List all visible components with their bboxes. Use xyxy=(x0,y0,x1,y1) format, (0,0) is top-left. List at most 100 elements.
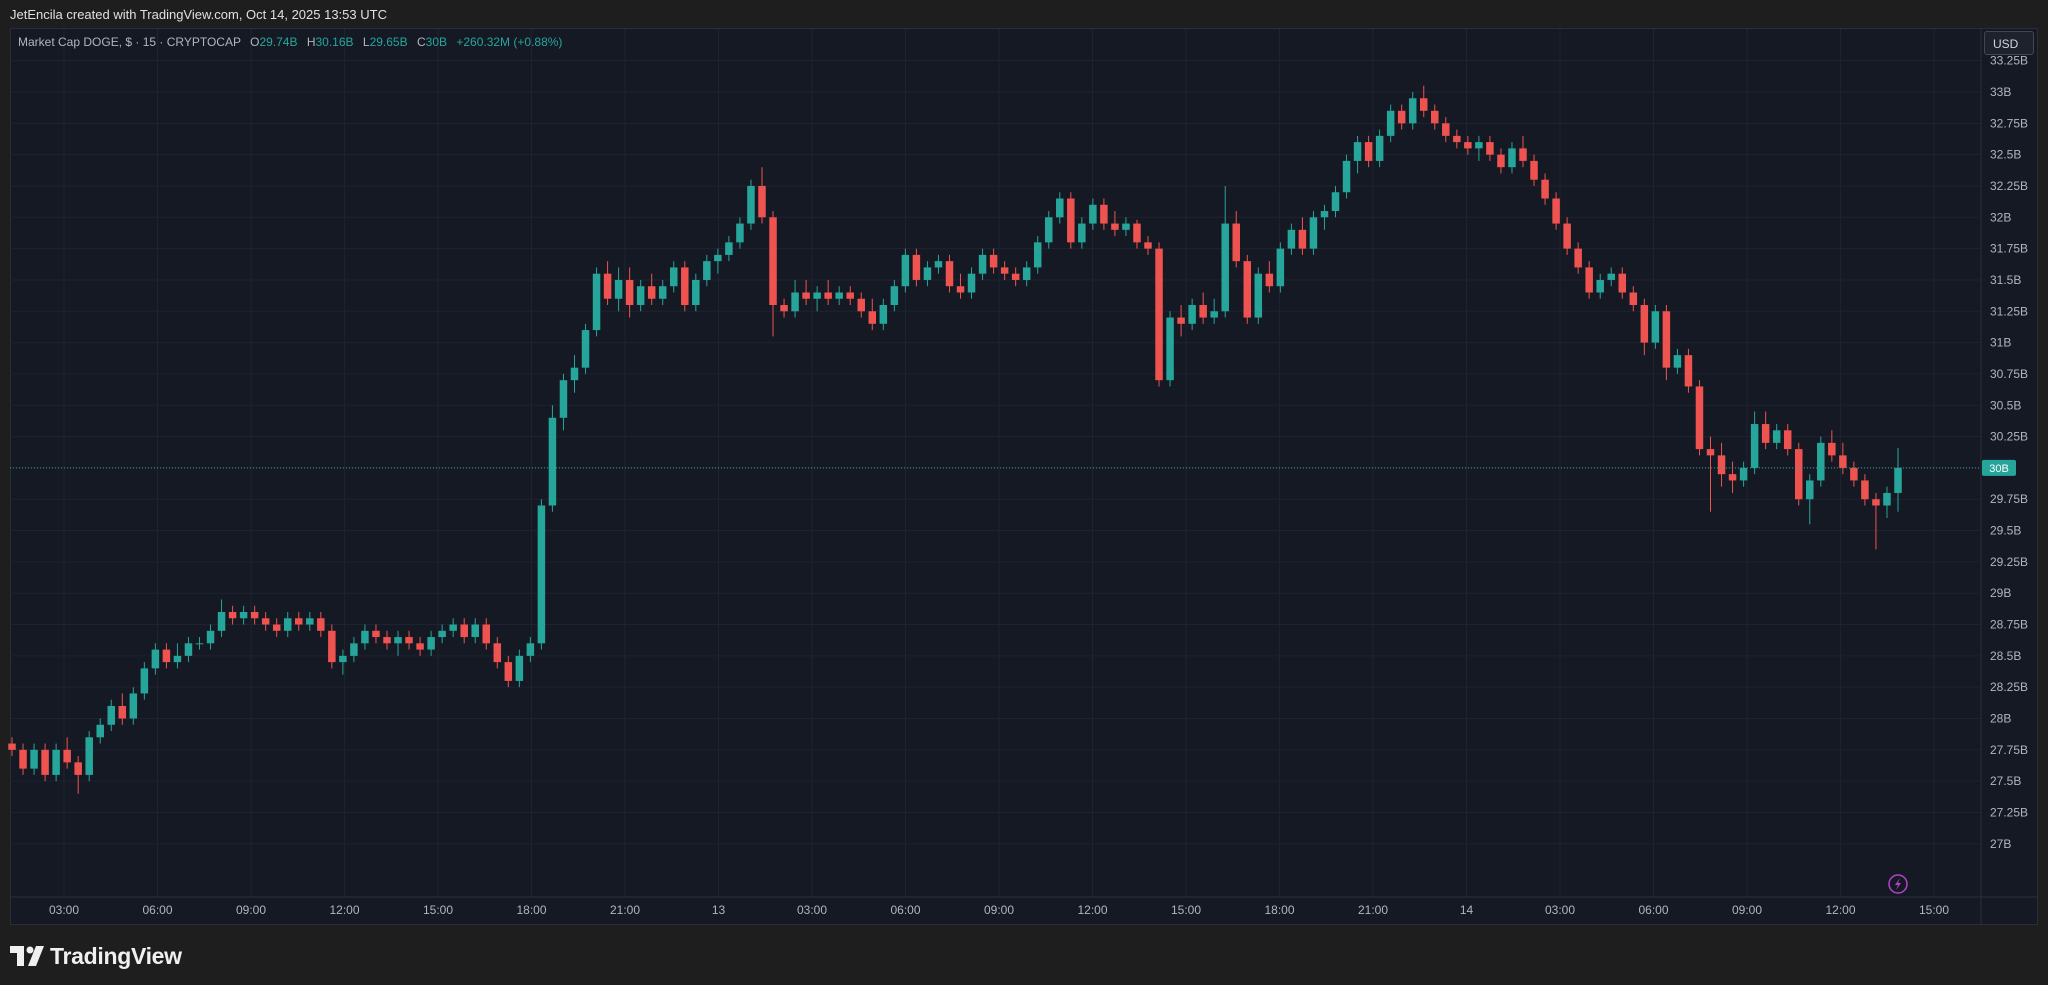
legend-close-label: C xyxy=(416,35,426,49)
x-tick-label: 06:00 xyxy=(142,903,172,917)
x-tick-label: 12:00 xyxy=(329,903,359,917)
lightning-icon[interactable] xyxy=(1888,874,1908,894)
candle-body xyxy=(1794,449,1803,500)
candle-body xyxy=(41,749,49,775)
candle-body xyxy=(140,668,149,694)
candle-body xyxy=(1464,142,1472,149)
candle-body xyxy=(1397,110,1406,124)
candle-body xyxy=(1188,305,1196,324)
x-tick-label: 18:00 xyxy=(516,903,546,917)
candle-body xyxy=(504,662,513,681)
candle-body xyxy=(824,292,832,299)
candle-body xyxy=(658,286,667,299)
candle-body xyxy=(1640,305,1649,343)
x-tick-label: 06:00 xyxy=(1638,903,1668,917)
candle-body xyxy=(934,261,943,268)
candle-body xyxy=(813,292,821,299)
candle-body xyxy=(1552,198,1560,224)
candle-body xyxy=(471,624,479,638)
candle-body xyxy=(1177,317,1185,324)
last-price-tag xyxy=(1982,459,2016,476)
candle-body xyxy=(1883,492,1891,506)
candle-body xyxy=(1739,467,1748,481)
candle-body xyxy=(206,630,215,644)
candle-body xyxy=(923,267,932,280)
candle-body xyxy=(1497,154,1505,168)
candle-body xyxy=(1695,386,1704,450)
currency-button[interactable]: USD xyxy=(1984,31,2034,55)
legend-low-label: L xyxy=(362,35,370,49)
candle-body xyxy=(1375,135,1384,161)
x-tick-label: 03:00 xyxy=(797,903,827,917)
candle-body xyxy=(228,611,237,619)
candle-body xyxy=(592,273,601,331)
candle-body xyxy=(614,279,623,299)
candle-body xyxy=(1022,267,1031,280)
chart-area[interactable] xyxy=(10,28,2038,925)
candle-body xyxy=(339,655,347,663)
candle-body xyxy=(1089,204,1097,224)
y-tick-label: 32B xyxy=(1990,210,2011,224)
candle-body xyxy=(1541,179,1549,199)
candle-body xyxy=(239,611,248,619)
y-tick-label: 33.25B xyxy=(1990,54,2028,68)
candle-body xyxy=(736,223,744,243)
candle-body xyxy=(625,279,634,306)
candle-body xyxy=(173,655,182,663)
candle-body xyxy=(548,417,557,506)
candle-body xyxy=(449,624,457,631)
candle-body xyxy=(1353,142,1362,161)
candle-body xyxy=(1408,98,1417,124)
y-tick-label: 29.25B xyxy=(1990,555,2028,569)
candle-body xyxy=(581,330,590,368)
last-price-label: 30B xyxy=(1989,463,2009,475)
y-tick-label: 30.5B xyxy=(1990,398,2021,412)
candle-body xyxy=(63,749,71,763)
candle-body xyxy=(1585,267,1593,293)
x-tick-label: 09:00 xyxy=(236,903,266,917)
candle-body xyxy=(1067,198,1075,243)
candle-body xyxy=(636,286,645,306)
x-tick-label: 15:00 xyxy=(1171,903,1201,917)
candle-body xyxy=(1144,242,1152,249)
candle-body xyxy=(328,630,336,663)
candle-body xyxy=(956,286,965,293)
candle-body xyxy=(1806,480,1814,500)
candle-body xyxy=(1320,211,1329,218)
candle-body xyxy=(1453,135,1461,143)
candle-body xyxy=(1287,229,1296,249)
candle-body xyxy=(1011,273,1020,280)
y-tick-label: 28.5B xyxy=(1990,649,2021,663)
candle-body xyxy=(52,749,60,775)
legend-high-label: H xyxy=(306,35,316,49)
legend-symbol: Market Cap DOGE, $ · 15 · CRYPTOCAP xyxy=(18,35,241,49)
candle-body xyxy=(1684,355,1693,387)
candle-body xyxy=(868,311,877,324)
candle-body xyxy=(1750,424,1759,468)
candle-body xyxy=(537,505,546,644)
candle-body xyxy=(1563,223,1571,249)
legend-high-value: 30.16B xyxy=(315,35,354,49)
candle-body xyxy=(383,637,391,644)
candle-body xyxy=(647,286,656,299)
x-tick-label: 03:00 xyxy=(49,903,79,917)
candle-body xyxy=(217,611,226,631)
candle-body xyxy=(1155,248,1163,381)
y-tick-label: 31.75B xyxy=(1990,242,2028,256)
candle-body xyxy=(769,217,777,306)
x-tick-label: 06:00 xyxy=(890,903,920,917)
y-tick-label: 31B xyxy=(1990,336,2011,350)
tradingview-logo[interactable]: TradingView xyxy=(10,940,182,972)
candle-body xyxy=(96,724,104,738)
candle-body xyxy=(1850,467,1858,481)
candle-body xyxy=(1431,110,1439,124)
candle-body xyxy=(703,261,711,280)
legend-close-value: 30B xyxy=(425,35,447,49)
candle-body xyxy=(570,367,579,381)
candle-body xyxy=(1309,217,1318,249)
lightning-bolt-icon xyxy=(1895,878,1901,890)
x-tick-label: 12:00 xyxy=(1825,903,1855,917)
candle-body xyxy=(1243,261,1252,318)
legend-change-value: +260.32M (+0.88%) xyxy=(456,35,563,49)
